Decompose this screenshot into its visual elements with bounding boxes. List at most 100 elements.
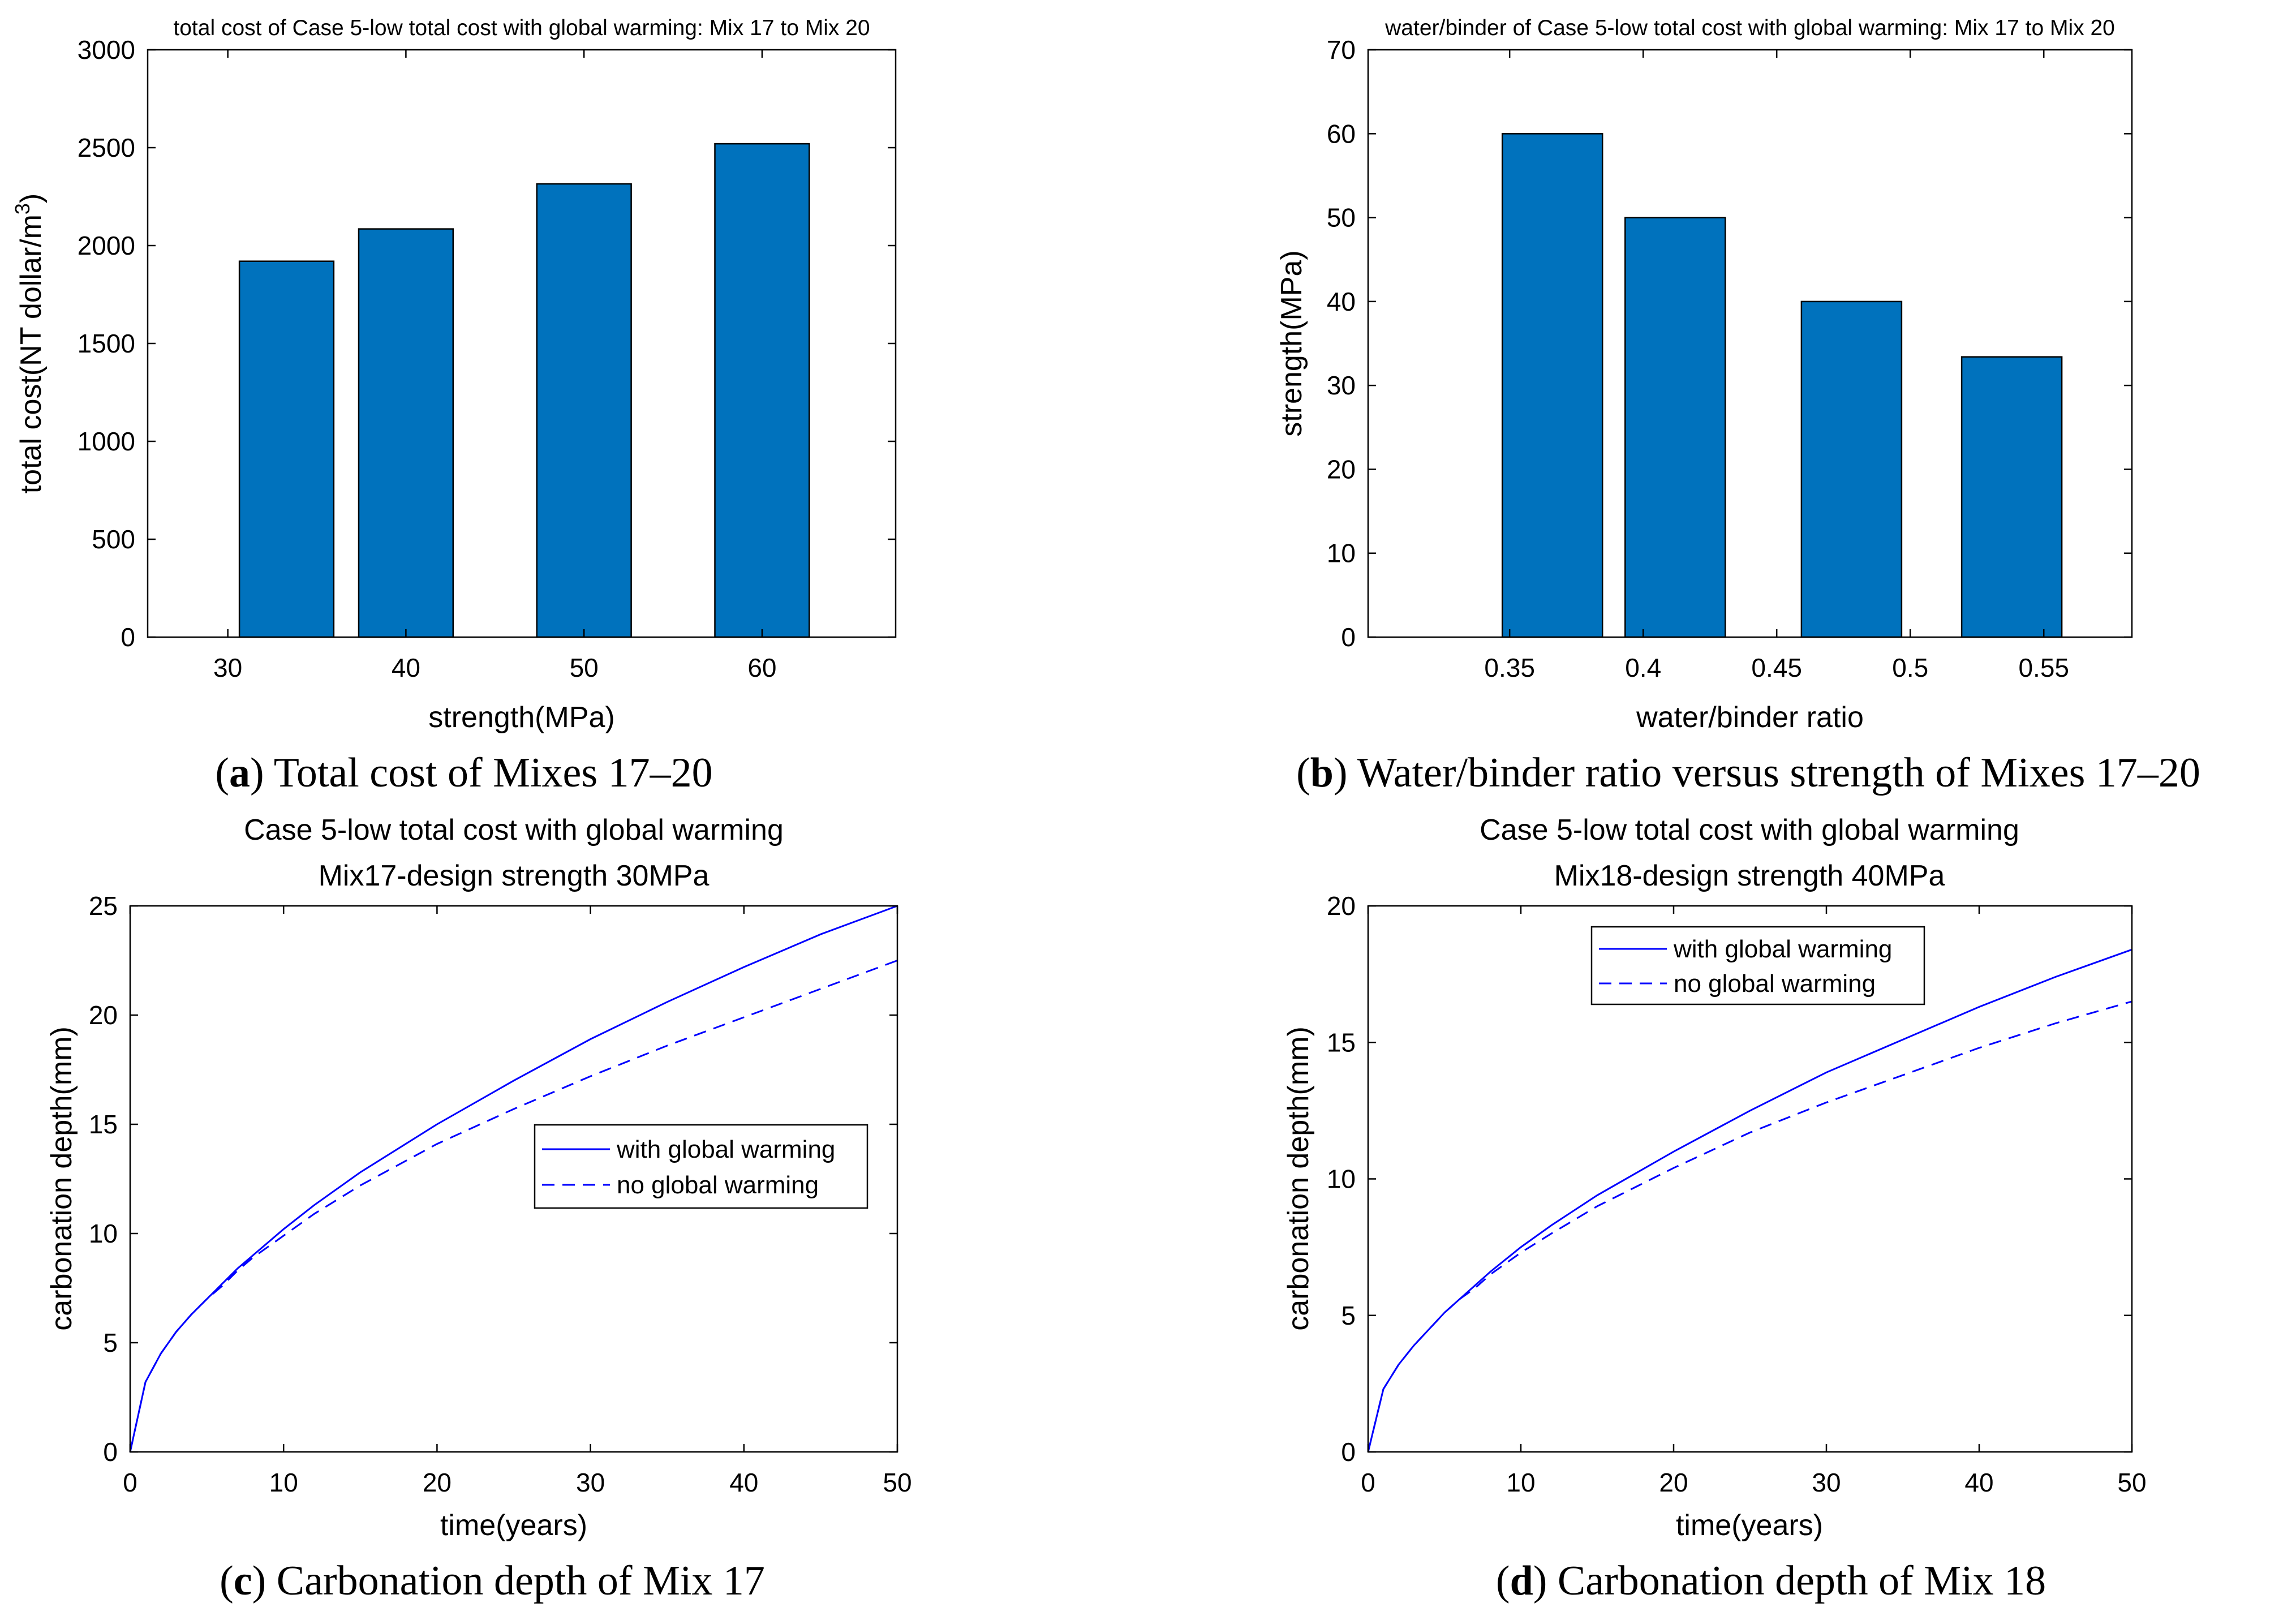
chart-c-ytick-label: 25: [89, 891, 118, 921]
caption-a-text: ) Total cost of Mixes 17–20: [250, 750, 713, 796]
chart-c-ytick-label: 0: [103, 1437, 118, 1467]
chart-d-ytick-label: 20: [1327, 891, 1356, 921]
chart-d-plot-area: 0 10 20 30 40 50 0 5 10 15 20: [1327, 891, 2147, 1497]
caption-b: (b) Water/binder ratio versus strength o…: [1296, 750, 2200, 796]
chart-b-ytick-label: 70: [1327, 35, 1356, 65]
chart-b-xtick-label: 0.5: [1892, 653, 1928, 682]
chart-a-xtick-label: 40: [392, 653, 420, 682]
chart-c-ytick-label: 5: [103, 1328, 118, 1357]
chart-c-ylabel: carbonation depth(mm): [45, 1026, 78, 1331]
chart-d-ytick-label: 5: [1341, 1301, 1356, 1330]
chart-d-legend-label-1: with global warming: [1673, 935, 1892, 963]
caption-d-text: ) Carbonation depth of Mix 18: [1533, 1558, 2046, 1604]
chart-b-ytick-label: 60: [1327, 119, 1356, 148]
chart-b-ytick-label: 20: [1327, 454, 1356, 484]
caption-c-letter: c: [234, 1558, 252, 1604]
chart-b-bar: [1501, 133, 1603, 638]
chart-d-axes-frame: [1367, 905, 2133, 1453]
chart-c-xtick-label: 30: [576, 1468, 605, 1497]
chart-a-bar: [536, 183, 632, 638]
chart-a-bar: [714, 143, 810, 638]
chart-d-series-with-global-warming: [1367, 948, 2132, 1452]
chart-b-xtick-label: 0.45: [1751, 653, 1802, 682]
chart-d-ylabel: carbonation depth(mm): [1282, 1026, 1315, 1331]
chart-a-xtick-label: 60: [747, 653, 776, 682]
chart-d-xtick-label: 50: [2117, 1468, 2146, 1497]
chart-b-plot-area: 0.35 0.4 0.45 0.5 0.55 0 10 20 30 40 50 60 70: [1327, 35, 2132, 682]
chart-c-xtick-label: 20: [423, 1468, 452, 1497]
chart-c-ytick-label: 15: [89, 1110, 118, 1139]
chart-c-legend-box: [534, 1124, 868, 1209]
chart-c-xtick-label: 10: [269, 1468, 298, 1497]
chart-c-xtick-label: 0: [123, 1468, 137, 1497]
chart-a-ytick-label: 2000: [78, 231, 135, 260]
chart-b-ytick-label: 10: [1327, 539, 1356, 568]
chart-a-ylabel-end: ): [15, 194, 48, 203]
panel-d-carbonation-mix18: Case 5-low total cost with global warmin…: [1282, 814, 2147, 1604]
chart-b-axes-frame: [1367, 49, 2133, 638]
chart-a-plot-area: 30 40 50 60 0 500 1000 1500 2000 2500 3000: [78, 35, 896, 682]
chart-b-ylabel: strength(MPa): [1275, 250, 1308, 436]
caption-a: (a) Total cost of Mixes 17–20: [215, 750, 712, 796]
chart-a-ytick-label: 500: [92, 525, 135, 554]
chart-c-axes-frame: [129, 905, 898, 1453]
chart-b-xtick-label: 0.55: [2018, 653, 2069, 682]
chart-d-legend: with global warming no global warming: [1590, 926, 1925, 1005]
chart-d-title-line1: Case 5-low total cost with global warmin…: [1480, 814, 2019, 846]
chart-c-title-line1: Case 5-low total cost with global warmin…: [244, 814, 784, 846]
chart-b-bar: [1624, 217, 1726, 638]
chart-c-xtick-label: 50: [883, 1468, 911, 1497]
chart-d-legend-label-2: no global warming: [1674, 970, 1876, 998]
chart-a-ylabel-main: total cost(NT dollar/m: [15, 214, 48, 493]
caption-d: (d) Carbonation depth of Mix 18: [1496, 1558, 2046, 1604]
chart-b-xtick-label: 0.4: [1625, 653, 1661, 682]
chart-a-ytick-label: 1500: [78, 329, 135, 358]
chart-b-bar: [1800, 300, 1903, 638]
chart-d-series-no-global-warming: [1367, 1000, 2132, 1452]
caption-b-letter: b: [1310, 750, 1334, 796]
chart-c-legend: with global warming no global warming: [534, 1124, 868, 1209]
chart-c-plot-area: 0 10 20 30 40 50 0 5 10 15 20 25: [89, 891, 912, 1497]
chart-d-xtick-label: 10: [1506, 1468, 1535, 1497]
chart-a-xtick-label: 30: [213, 653, 242, 682]
chart-a-ytick-label: 1000: [78, 427, 135, 456]
chart-a-xlabel: strength(MPa): [428, 701, 614, 734]
chart-b-xlabel: water/binder ratio: [1636, 701, 1864, 734]
chart-c-title-line2: Mix17-design strength 30MPa: [319, 859, 710, 892]
chart-c-series-no-global-warming: [129, 960, 898, 1452]
chart-d-ytick-label: 0: [1341, 1437, 1356, 1467]
caption-d-letter: d: [1510, 1558, 1533, 1604]
panel-a-total-cost: total cost of Case 5-low total cost with…: [11, 16, 897, 796]
caption-b-text: ) Water/binder ratio versus strength of …: [1334, 750, 2200, 796]
chart-d-title-line2: Mix18-design strength 40MPa: [1554, 859, 1945, 892]
chart-d-xlabel: time(years): [1676, 1509, 1823, 1542]
chart-b-ytick-label: 40: [1327, 287, 1356, 316]
chart-a-ytick-label: 3000: [78, 35, 135, 65]
caption-c: (c) Carbonation depth of Mix 17: [220, 1558, 765, 1604]
chart-c-xtick-label: 40: [729, 1468, 758, 1497]
chart-b-ytick-label: 50: [1327, 203, 1356, 233]
chart-d-xtick-label: 30: [1812, 1468, 1841, 1497]
chart-c-legend-label-2: no global warming: [617, 1171, 819, 1199]
chart-c-ytick-label: 10: [89, 1219, 118, 1248]
chart-d-ytick-label: 15: [1327, 1028, 1356, 1057]
chart-a-bar: [358, 228, 454, 638]
chart-a-ytick-label: 2500: [78, 133, 135, 162]
chart-d-ytick-label: 10: [1327, 1164, 1356, 1194]
chart-c-ytick-label: 20: [89, 1000, 118, 1030]
chart-b-xtick-label: 0.35: [1484, 653, 1535, 682]
chart-d-legend-box: [1590, 926, 1925, 1005]
chart-a-xtick-label: 50: [570, 653, 599, 682]
chart-c-legend-label-1: with global warming: [616, 1136, 835, 1163]
chart-d-xtick-label: 40: [1964, 1468, 1993, 1497]
chart-a-ytick-label: 0: [121, 622, 135, 652]
chart-d-xtick-label: 20: [1659, 1468, 1688, 1497]
caption-a-letter: a: [229, 750, 250, 796]
chart-b-ytick-label: 0: [1341, 622, 1356, 652]
chart-a-ylabel-sup: 3: [11, 203, 34, 214]
chart-b-bar: [1960, 356, 2063, 638]
chart-d-xtick-label: 0: [1361, 1468, 1375, 1497]
chart-a-title: total cost of Case 5-low total cost with…: [173, 16, 870, 40]
chart-a-ylabel: total cost(NT dollar/m3): [11, 194, 48, 494]
